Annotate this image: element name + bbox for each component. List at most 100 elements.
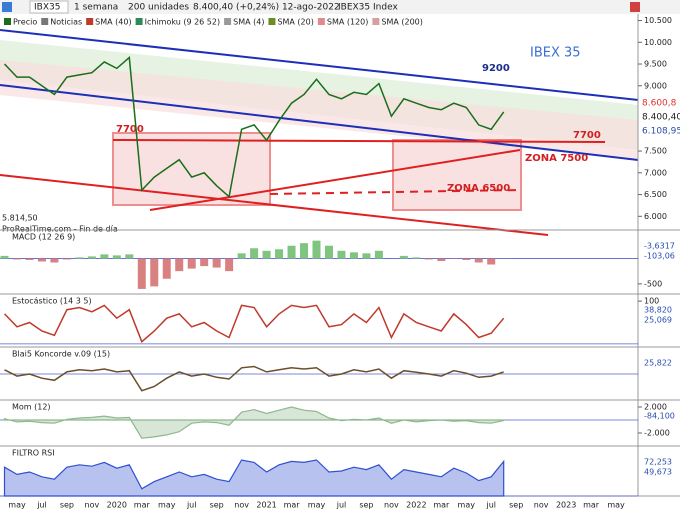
legend-swatch: [224, 18, 232, 25]
bar: [262, 250, 271, 259]
bar: [449, 258, 458, 259]
bar: [437, 258, 446, 261]
x-tick-label: mar: [284, 501, 301, 510]
area: [3, 406, 505, 439]
legend-swatch: [41, 18, 49, 25]
x-tick-label: mar: [134, 501, 151, 510]
price-label: 8.400,40: [642, 113, 680, 123]
annotation: 9200: [482, 63, 510, 74]
x-tick-label: jul: [186, 501, 197, 510]
annotation: 7700: [116, 124, 144, 135]
side-label: 25,822: [644, 359, 672, 368]
legend-swatch: [268, 18, 276, 25]
y-tick-label: 6.500: [644, 190, 667, 199]
footer: ProRealTime.com - Fin de día: [2, 225, 118, 234]
legend-swatch: [135, 18, 143, 25]
bar: [112, 255, 121, 259]
bar: [424, 258, 433, 260]
alert-icon[interactable]: [630, 2, 640, 12]
side-label: -3,6317: [644, 242, 675, 251]
data-line: [4, 365, 504, 392]
x-tick-label: sep: [359, 501, 373, 510]
side-label: -84,100: [644, 412, 675, 421]
panel-title: Blai5 Koncorde v.09 (15): [12, 350, 110, 359]
x-tick-label: may: [158, 501, 176, 510]
price-label: 8.600,8: [642, 99, 677, 109]
bar: [137, 258, 146, 289]
bar: [37, 258, 46, 262]
legend-swatch: [86, 18, 94, 25]
legend-label: SMA (40): [95, 18, 131, 27]
bar: [175, 258, 184, 272]
y-tick-label: 7.000: [644, 168, 667, 177]
y-tick-label: 100: [644, 297, 659, 306]
bar: [399, 255, 408, 259]
side-label: 49,673: [644, 468, 672, 477]
x-tick-label: sep: [60, 501, 74, 510]
legend-swatch: [4, 18, 11, 25]
bar: [25, 258, 34, 260]
y-tick-label: 9.000: [644, 81, 667, 90]
channel-line: [0, 84, 639, 161]
x-tick-label: sep: [509, 501, 523, 510]
instrument: IBEX35 Index: [338, 3, 398, 13]
side-label: 72,253: [644, 458, 672, 467]
bar: [300, 243, 309, 259]
bar: [150, 258, 159, 287]
x-tick-label: 2020: [107, 501, 127, 510]
price-axis: [638, 14, 680, 496]
zone-box: [392, 139, 522, 211]
low-label: 5.814,50: [2, 214, 38, 223]
sma-band: [0, 60, 638, 160]
panel-title: Mom (12): [12, 403, 51, 412]
bar: [87, 256, 96, 259]
period[interactable]: 1 semana: [74, 3, 118, 13]
x-tick-label: jul: [36, 501, 47, 510]
bar: [287, 245, 296, 259]
legend-label: SMA (20): [277, 18, 313, 27]
side-label: 25,069: [644, 316, 672, 325]
bar: [62, 258, 71, 260]
bar: [12, 258, 21, 260]
y-tick-label: 10.500: [644, 16, 672, 25]
panel-title: MACD (12 26 9): [12, 233, 75, 242]
legend-swatch: [372, 18, 380, 25]
x-tick-label: may: [308, 501, 326, 510]
annotation: ZONA 7500: [525, 153, 588, 164]
bar: [324, 245, 333, 259]
bar: [412, 257, 421, 259]
bar: [200, 258, 209, 267]
symbol-box[interactable]: [29, 0, 69, 14]
level-line: [112, 139, 606, 143]
bar: [212, 258, 221, 268]
bar: [474, 258, 483, 263]
price-label: 6.108,95: [642, 127, 680, 137]
bar: [237, 253, 246, 259]
x-tick-label: may: [458, 501, 476, 510]
side-label: 38,820: [644, 306, 672, 315]
symbol[interactable]: IBX35: [34, 3, 60, 13]
data-line: [3, 55, 505, 199]
legend-label: Ichimoku (9 26 52): [145, 18, 221, 27]
bar: [362, 253, 371, 259]
bar: [312, 240, 321, 259]
bar: [374, 250, 383, 259]
area: [3, 459, 505, 497]
bar: [50, 258, 59, 263]
bar: [162, 258, 171, 279]
x-tick-label: may: [607, 501, 625, 510]
bar: [487, 258, 496, 265]
menu-icon[interactable]: [2, 2, 12, 12]
x-tick-label: 2023: [556, 501, 576, 510]
bar: [462, 258, 471, 260]
x-tick-label: sep: [210, 501, 224, 510]
units[interactable]: 200 unidades: [128, 3, 189, 13]
chart-title: IBEX 35: [530, 46, 581, 61]
annotation: 7700: [573, 130, 601, 141]
legend-label: SMA (4): [233, 18, 264, 27]
y-tick-label: 9.500: [644, 60, 667, 69]
y-tick-label: -500: [644, 279, 662, 288]
bar: [100, 254, 109, 259]
x-tick-label: nov: [384, 501, 399, 510]
